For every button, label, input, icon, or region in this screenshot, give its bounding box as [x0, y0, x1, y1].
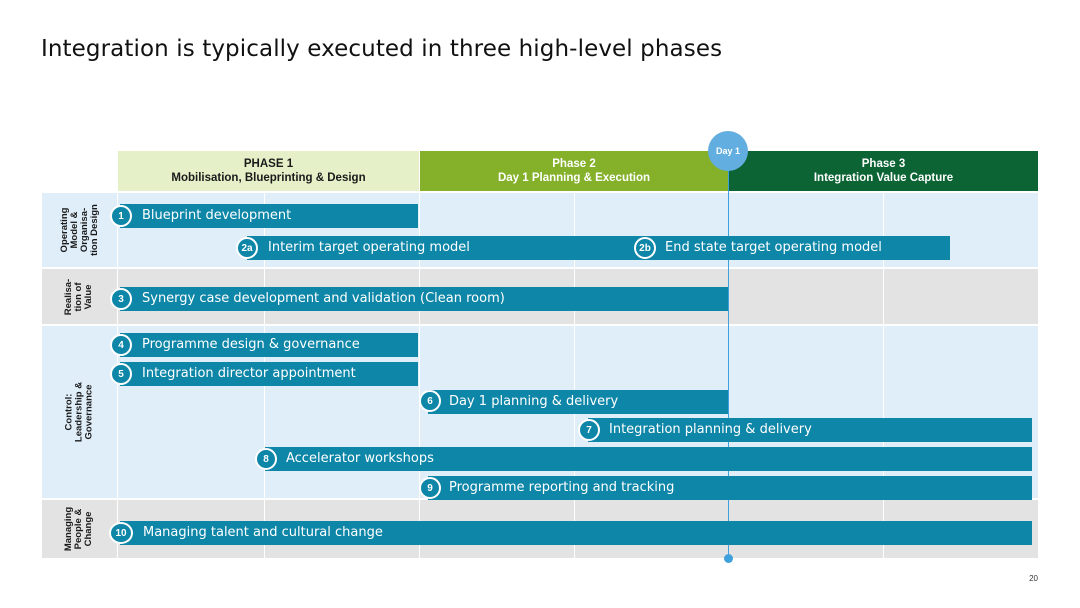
task-badge: 8	[255, 448, 277, 470]
task-bar-managing-talent: Managing talent and cultural change	[120, 521, 1032, 545]
task-badge: 10	[109, 522, 133, 544]
task-bar-day1-planning: Day 1 planning & delivery	[428, 390, 728, 414]
phase-3-subtitle: Integration Value Capture	[813, 172, 954, 184]
task-badge: 9	[419, 477, 441, 499]
task-label: Day 1 planning & delivery	[449, 394, 619, 409]
task-label: Programme reporting and tracking	[449, 480, 675, 495]
lane-label-managing-people: Managing People & Change	[63, 506, 95, 552]
phase-3-header: Phase 3 Integration Value Capture	[729, 151, 1038, 191]
task-bar-programme-reporting: Programme reporting and tracking	[428, 476, 1032, 500]
task-bar-integration-planning: Integration planning & delivery	[588, 418, 1032, 442]
day1-dot	[724, 554, 733, 563]
day1-line	[728, 165, 729, 558]
task-bar-interim-tom: Interim target operating model	[247, 236, 656, 260]
phase-2-title: Phase 2	[552, 158, 596, 170]
task-bar-blueprint-development: Blueprint development	[120, 204, 418, 228]
grid-line	[574, 193, 575, 558]
lane-label-operating-model: Operating Model & Organisa- tion Design	[58, 204, 100, 256]
task-badge: 7	[578, 419, 600, 441]
grid-line	[883, 193, 884, 558]
task-badge: 2b	[634, 237, 656, 259]
task-bar-integration-director: Integration director appointment	[120, 362, 418, 386]
lane-label-control-governance: Control: Leadership & Governance	[63, 381, 95, 443]
task-badge: 5	[110, 363, 132, 385]
task-badge: 4	[110, 334, 132, 356]
task-badge: 1	[110, 205, 132, 227]
task-label: Blueprint development	[142, 208, 292, 223]
phase-3-title: Phase 3	[861, 158, 906, 170]
task-label: Managing talent and cultural change	[143, 525, 383, 540]
phase-2-header: Phase 2 Day 1 Planning & Execution	[420, 151, 728, 191]
task-badge: 3	[110, 288, 132, 310]
day1-marker: Day 1	[708, 131, 748, 171]
task-badge: 6	[419, 390, 441, 412]
grid-line	[419, 193, 420, 558]
task-bar-accelerator-workshops: Accelerator workshops	[265, 447, 1032, 471]
task-label: Programme design & governance	[142, 337, 360, 352]
task-bar-synergy-case: Synergy case development and validation …	[120, 287, 728, 311]
task-badge: 2a	[236, 237, 258, 259]
task-label: Synergy case development and validation …	[142, 291, 505, 306]
phase-1-title: PHASE 1	[243, 158, 294, 170]
task-label: Integration director appointment	[142, 366, 356, 381]
task-bar-programme-design: Programme design & governance	[120, 333, 418, 357]
phase-1-header: PHASE 1 Mobilisation, Blueprinting & Des…	[118, 151, 419, 191]
slide-title: Integration is typically executed in thr…	[41, 36, 723, 62]
phase-1-subtitle: Mobilisation, Blueprinting & Design	[171, 172, 366, 184]
lane-label-realisation-of-value: Realisa- tion of Value	[63, 278, 95, 315]
task-bar-end-state-tom: End state target operating model	[645, 236, 950, 260]
task-label: Interim target operating model	[268, 240, 470, 255]
task-label: End state target operating model	[665, 240, 882, 255]
task-label: Integration planning & delivery	[609, 422, 812, 437]
page-number: 20	[1029, 574, 1038, 583]
task-label: Accelerator workshops	[286, 451, 434, 466]
phase-2-subtitle: Day 1 Planning & Execution	[497, 172, 651, 184]
